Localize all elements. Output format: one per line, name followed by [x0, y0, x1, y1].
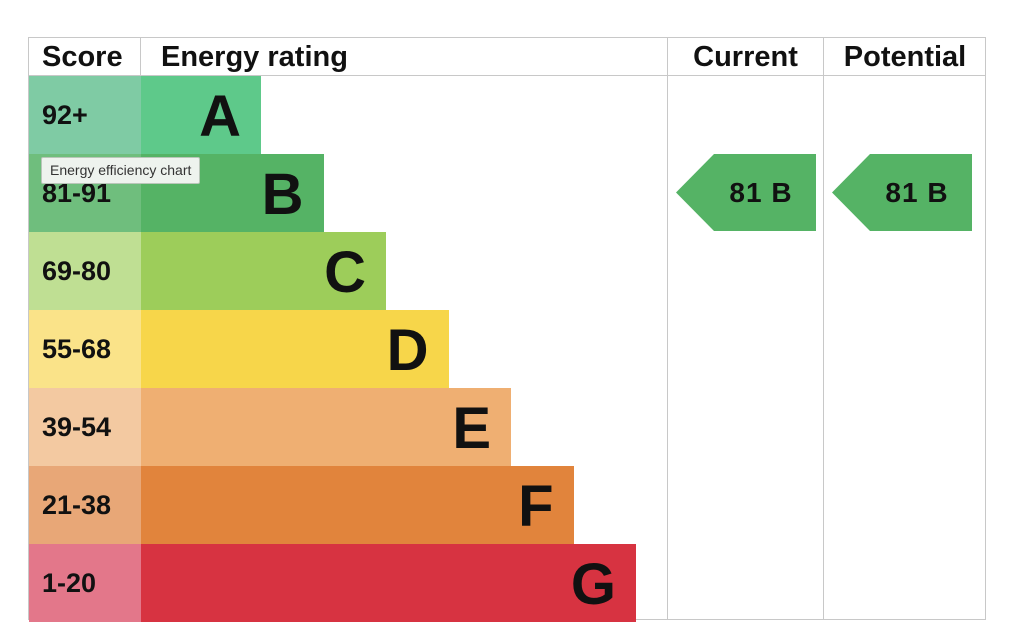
header-potential: Potential — [843, 41, 967, 73]
band-score-c: 69-80 — [29, 232, 141, 310]
potential-arrow-shape — [832, 154, 972, 231]
band-letter-a: A — [199, 84, 241, 149]
band-bar-e: E — [141, 388, 511, 466]
band-letter-d: D — [386, 318, 429, 383]
current-rating-arrow: 81 B — [676, 154, 816, 231]
band-score-a: 92+ — [29, 76, 141, 154]
band-letter-f: F — [518, 474, 554, 539]
header-current: Current — [693, 41, 798, 73]
header-energy-rating: Energy rating — [161, 41, 348, 73]
chart-tooltip: Energy efficiency chart — [41, 157, 201, 184]
band-bar-c: C — [141, 232, 386, 310]
divider-potential — [823, 37, 824, 620]
band-bar-d: D — [141, 310, 449, 388]
band-bar-a: A — [141, 76, 261, 154]
band-score-e: 39-54 — [29, 388, 141, 466]
potential-rating-label: 81 B — [885, 177, 949, 208]
band-score-g: 1-20 — [29, 544, 141, 622]
band-bar-f: F — [141, 466, 574, 544]
band-letter-c: C — [324, 240, 366, 305]
band-bar-g: G — [141, 544, 636, 622]
band-score-d: 55-68 — [29, 310, 141, 388]
current-rating-label: 81 B — [729, 177, 793, 208]
band-letter-g: G — [570, 552, 616, 617]
band-letter-e: E — [452, 396, 491, 461]
current-arrow-shape — [676, 154, 816, 231]
band-score-f: 21-38 — [29, 466, 141, 544]
band-letter-b: B — [261, 162, 304, 227]
divider-current — [667, 37, 668, 620]
potential-rating-arrow: 81 B — [832, 154, 972, 231]
header-divider — [28, 75, 986, 76]
header-score: Score — [42, 41, 123, 73]
